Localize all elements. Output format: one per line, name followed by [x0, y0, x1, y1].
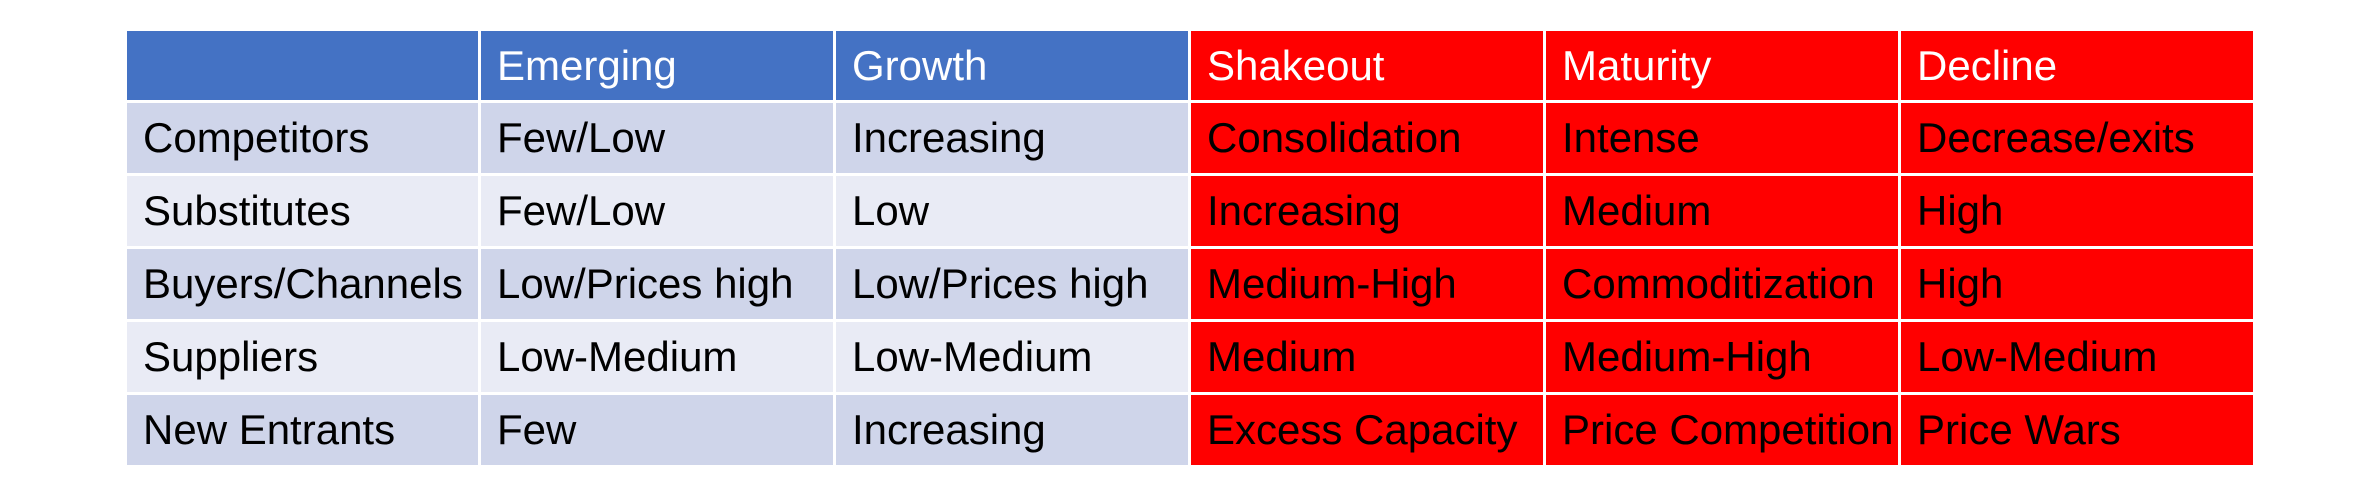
table-cell: Increasing [833, 392, 1191, 468]
table-cell: Few [478, 392, 836, 468]
header-stage-maturity: Maturity [1543, 28, 1901, 103]
table-row-buyers-channels: Buyers/Channels Low/Prices high Low/Pric… [124, 246, 2256, 322]
header-corner-cell [124, 28, 481, 103]
table-cell: Decrease/exits [1898, 100, 2256, 176]
table-cell: Few/Low [478, 100, 836, 176]
table-cell: Low-Medium [1898, 319, 2256, 395]
table-cell: Medium-High [1188, 246, 1546, 322]
table-cell: Price Wars [1898, 392, 2256, 468]
row-label: Suppliers [124, 319, 481, 395]
industry-lifecycle-table: Emerging Growth Shakeout Maturity Declin… [124, 28, 2256, 468]
table-cell: Price Competition [1543, 392, 1901, 468]
row-label: Buyers/Channels [124, 246, 481, 322]
table-cell: Commoditization [1543, 246, 1901, 322]
table-cell: Increasing [833, 100, 1191, 176]
table-cell: Excess Capacity [1188, 392, 1546, 468]
table-header-row: Emerging Growth Shakeout Maturity Declin… [124, 28, 2256, 103]
table-cell: Medium [1543, 173, 1901, 249]
table-cell: Low/Prices high [833, 246, 1191, 322]
table-cell: Low-Medium [478, 319, 836, 395]
table-row-substitutes: Substitutes Few/Low Low Increasing Mediu… [124, 173, 2256, 249]
row-label: Substitutes [124, 173, 481, 249]
table-cell: Low/Prices high [478, 246, 836, 322]
header-stage-decline: Decline [1898, 28, 2256, 103]
table-cell: High [1898, 246, 2256, 322]
table-cell: Low-Medium [833, 319, 1191, 395]
table-cell: Low [833, 173, 1191, 249]
table-row-competitors: Competitors Few/Low Increasing Consolida… [124, 100, 2256, 176]
header-stage-shakeout: Shakeout [1188, 28, 1546, 103]
header-stage-growth: Growth [833, 28, 1191, 103]
table-cell: Intense [1543, 100, 1901, 176]
table-cell: Few/Low [478, 173, 836, 249]
table-cell: Medium [1188, 319, 1546, 395]
table-cell: Consolidation [1188, 100, 1546, 176]
table-cell: High [1898, 173, 2256, 249]
table-row-new-entrants: New Entrants Few Increasing Excess Capac… [124, 392, 2256, 468]
table-cell: Medium-High [1543, 319, 1901, 395]
header-stage-emerging: Emerging [478, 28, 836, 103]
row-label: New Entrants [124, 392, 481, 468]
row-label: Competitors [124, 100, 481, 176]
table-cell: Increasing [1188, 173, 1546, 249]
table-row-suppliers: Suppliers Low-Medium Low-Medium Medium M… [124, 319, 2256, 395]
